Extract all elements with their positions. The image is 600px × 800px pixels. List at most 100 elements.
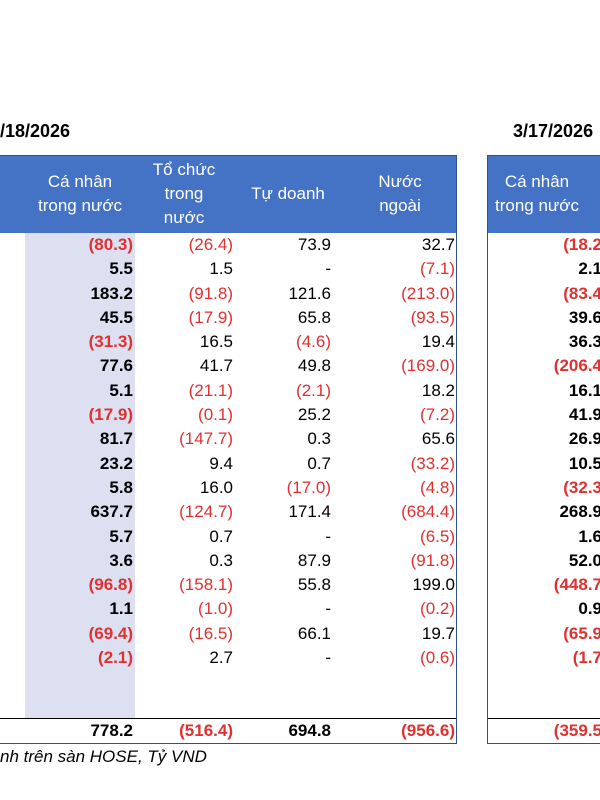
- table-row: 5.5 1.5 - (7.1) 2.1: [0, 257, 600, 281]
- table-row: (2.1) 2.7 - (0.6) (1.7: [0, 646, 600, 670]
- cell-tu-doanh: 66.1: [297, 623, 331, 643]
- table-row: 81.7 (147.7) 0.3 65.6 26.9: [0, 427, 600, 451]
- cell-right-ca-nhan: 268.9: [559, 502, 600, 522]
- cell-to-chuc: (17.9): [188, 307, 233, 327]
- cell-ca-nhan: (69.4): [88, 623, 133, 643]
- cell-nuoc-ngoai: (6.5): [420, 526, 455, 546]
- cell-right-ca-nhan: (18.2: [563, 235, 600, 254]
- cell-to-chuc: (16.5): [188, 623, 233, 643]
- cell-right-ca-nhan: (83.4: [563, 283, 600, 303]
- table-row: 3.6 0.3 87.9 (91.8) 52.0: [0, 549, 600, 573]
- total-row: 778.2 (516.4) 694.8 (956.6) (359.5: [0, 719, 600, 743]
- table-row: (69.4) (16.5) 66.1 19.7 (65.9: [0, 622, 600, 646]
- table-frame-left: [0, 155, 457, 744]
- cell-to-chuc: 16.5: [199, 332, 233, 352]
- cell-right-ca-nhan: 10.5: [568, 453, 600, 473]
- source-note: nh trên sàn HOSE, Tỷ VND: [0, 747, 207, 766]
- cell-right-ca-nhan: 1.6: [578, 526, 600, 546]
- cell-tu-doanh: 87.9: [297, 550, 331, 570]
- cell-to-chuc: 16.0: [199, 477, 233, 497]
- header-ca-nhan-trong-nuoc: Cá nhân trong nước: [38, 172, 122, 215]
- cell-to-chuc: 0.3: [209, 550, 233, 570]
- cell-nuoc-ngoai: (93.5): [410, 307, 455, 327]
- individual-column-highlight: [25, 233, 135, 718]
- header-to-chuc-trong-nuoc: Tổ chức trong nước: [152, 160, 216, 227]
- cell-ca-nhan: (17.9): [88, 405, 133, 425]
- table-header-left: Cá nhân trong nước Tổ chức trong nước Tự…: [0, 155, 457, 233]
- cell-tu-doanh: -: [325, 259, 331, 279]
- total-cell-right: (359.5: [553, 721, 600, 740]
- cell-nuoc-ngoai: 18.2: [421, 380, 455, 400]
- table-row: 23.2 9.4 0.7 (33.2) 10.5: [0, 452, 600, 476]
- cell-ca-nhan: 5.7: [109, 526, 133, 546]
- cell-tu-doanh: (4.6): [296, 332, 331, 352]
- table-row: (80.3) (26.4) 73.9 32.7 (18.2: [0, 233, 600, 257]
- cell-nuoc-ngoai: (0.2): [420, 599, 455, 619]
- cell-ca-nhan: 81.7: [99, 429, 133, 449]
- cell-nuoc-ngoai: (7.2): [420, 405, 455, 425]
- table-row: (17.9) (0.1) 25.2 (7.2) 41.9: [0, 403, 600, 427]
- table-row: 5.1 (21.1) (2.1) 18.2 16.1: [0, 379, 600, 403]
- total-cell-ca-nhan: 778.2: [90, 721, 133, 740]
- cell-nuoc-ngoai: 65.6: [421, 429, 455, 449]
- cell-nuoc-ngoai: (213.0): [401, 283, 455, 303]
- date-label-right: 3/17/2026: [513, 121, 594, 141]
- cell-to-chuc: (1.0): [198, 599, 233, 619]
- table-row: 637.7 (124.7) 171.4 (684.4) 268.9: [0, 500, 600, 524]
- cell-right-ca-nhan: 0.9: [578, 599, 600, 619]
- table-row: 5.8 16.0 (17.0) (4.8) (32.3: [0, 476, 600, 500]
- table-frame-right: [487, 155, 600, 744]
- cell-ca-nhan: (31.3): [88, 332, 133, 352]
- total-divider-right: [487, 718, 600, 719]
- cell-to-chuc: (0.1): [198, 405, 233, 425]
- cell-to-chuc: (147.7): [179, 429, 233, 449]
- cell-to-chuc: 0.7: [209, 526, 233, 546]
- cell-ca-nhan: 77.6: [99, 356, 133, 376]
- cell-nuoc-ngoai: 19.4: [421, 332, 455, 352]
- cell-tu-doanh: 55.8: [297, 575, 331, 595]
- table-header-right: Cá nhân trong nước: [487, 155, 600, 233]
- cell-ca-nhan: 5.5: [109, 259, 133, 279]
- table-row: 1.1 (1.0) - (0.2) 0.9: [0, 597, 600, 621]
- cell-right-ca-nhan: 52.0: [568, 550, 600, 570]
- cell-tu-doanh: 171.4: [288, 502, 331, 522]
- cell-to-chuc: (91.8): [188, 283, 233, 303]
- header-ca-nhan-trong-nuoc-right: Cá nhân trong nước: [495, 172, 579, 215]
- table-row: (31.3) 16.5 (4.6) 19.4 36.3: [0, 330, 600, 354]
- cell-tu-doanh: 25.2: [297, 405, 331, 425]
- cell-nuoc-ngoai: (33.2): [410, 453, 455, 473]
- cell-tu-doanh: (2.1): [296, 380, 331, 400]
- cell-tu-doanh: -: [325, 526, 331, 546]
- cell-right-ca-nhan: 39.6: [568, 307, 600, 327]
- cell-tu-doanh: 0.7: [307, 453, 331, 473]
- cell-right-ca-nhan: (448.7: [553, 575, 600, 595]
- cell-nuoc-ngoai: (169.0): [401, 356, 455, 376]
- table-body: (80.3) (26.4) 73.9 32.7 (18.2 5.5 1.5 - (7.1) 2.1…: [0, 233, 600, 670]
- total-divider-left: [0, 718, 457, 719]
- cell-to-chuc: 9.4: [209, 453, 233, 473]
- cell-nuoc-ngoai: 199.0: [412, 575, 455, 595]
- cell-nuoc-ngoai: (4.8): [420, 477, 455, 497]
- table-row: 77.6 41.7 49.8 (169.0) (206.4: [0, 354, 600, 378]
- cell-tu-doanh: 49.8: [297, 356, 331, 376]
- cell-right-ca-nhan: (1.7: [572, 648, 600, 668]
- cell-to-chuc: 41.7: [199, 356, 233, 376]
- cell-ca-nhan: 23.2: [99, 453, 133, 473]
- table-row: 45.5 (17.9) 65.8 (93.5) 39.6: [0, 306, 600, 330]
- cell-right-ca-nhan: 36.3: [568, 332, 600, 352]
- cell-tu-doanh: -: [325, 648, 331, 668]
- cell-tu-doanh: 73.9: [297, 235, 331, 254]
- cell-tu-doanh: 0.3: [307, 429, 331, 449]
- total-cell-tu-doanh: 694.8: [288, 721, 331, 740]
- cell-ca-nhan: 637.7: [90, 502, 133, 522]
- cell-to-chuc: (26.4): [188, 235, 233, 254]
- cell-to-chuc: 2.7: [209, 648, 233, 668]
- cell-tu-doanh: (17.0): [286, 477, 331, 497]
- total-cell-nuoc-ngoai: (956.6): [401, 721, 455, 740]
- cell-right-ca-nhan: 16.1: [568, 380, 600, 400]
- cell-ca-nhan: (80.3): [88, 235, 133, 254]
- cell-ca-nhan: 3.6: [109, 550, 133, 570]
- cell-tu-doanh: 65.8: [297, 307, 331, 327]
- cell-nuoc-ngoai: (7.1): [420, 259, 455, 279]
- cell-right-ca-nhan: 2.1: [578, 259, 600, 279]
